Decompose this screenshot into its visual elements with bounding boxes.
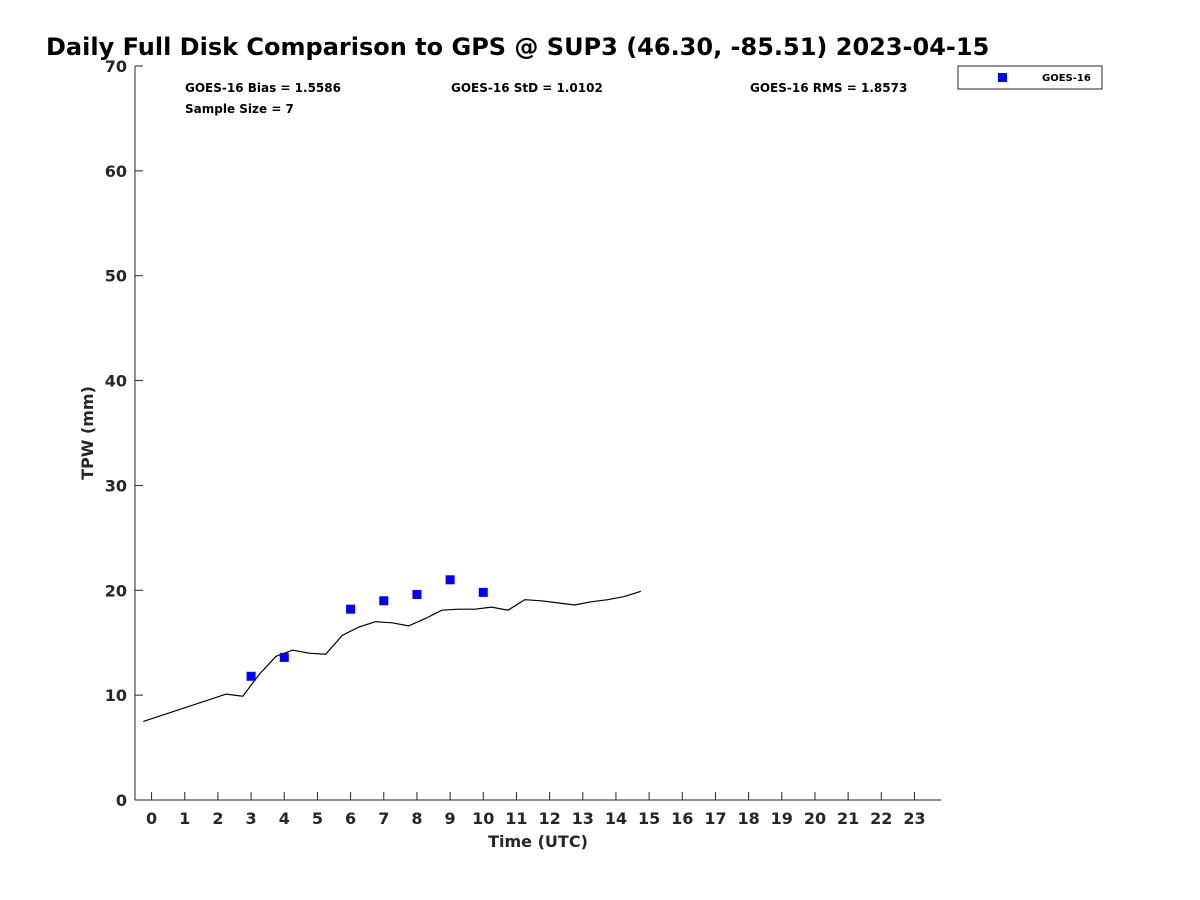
rms-stat: GOES-16 RMS = 1.8573 — [750, 81, 907, 95]
x-ticks: 0 1 2 3 4 5 6 7 8 9 10 11 12 13 14 15 16 17 18 19 20 21 22 23 — [146, 792, 926, 828]
x-tick-label: 5 — [312, 809, 323, 828]
goes16-point — [279, 652, 289, 662]
y-tick-label: 30 — [105, 476, 127, 495]
x-tick-label: 1 — [179, 809, 190, 828]
gps-tpw-line — [143, 590, 641, 722]
bias-stat: GOES-16 Bias = 1.5586 — [185, 81, 341, 95]
x-tick-label: 19 — [771, 809, 793, 828]
x-tick-label: 11 — [505, 809, 527, 828]
x-tick-label: 13 — [572, 809, 594, 828]
x-tick-label: 12 — [538, 809, 560, 828]
x-tick-label: 0 — [146, 809, 157, 828]
y-tick-label: 50 — [105, 267, 127, 286]
legend-box — [957, 65, 1103, 90]
x-tick-label: 22 — [870, 809, 892, 828]
x-tick-label: 17 — [704, 809, 726, 828]
goes16-point — [478, 587, 488, 597]
x-tick-label: 9 — [445, 809, 456, 828]
x-tick-label: 18 — [737, 809, 759, 828]
sample-size-stat: Sample Size = 7 — [185, 102, 294, 116]
x-tick-label: 4 — [279, 809, 290, 828]
y-tick-label: 10 — [105, 686, 127, 705]
chart-title: Daily Full Disk Comparison to GPS @ SUP3… — [46, 33, 989, 61]
y-tick-label: 70 — [105, 57, 127, 76]
y-tick-label: 40 — [105, 372, 127, 391]
y-tick-label: 0 — [116, 791, 127, 810]
std-stat: GOES-16 StD = 1.0102 — [451, 81, 603, 95]
x-tick-label: 16 — [671, 809, 693, 828]
y-tick-label: 20 — [105, 581, 127, 600]
x-axis-label: Time (UTC) — [488, 832, 588, 851]
y-axis-label: TPW (mm) — [78, 386, 97, 480]
x-tick-label: 15 — [638, 809, 660, 828]
goes16-point — [346, 604, 356, 614]
y-ticks: 0 10 20 30 40 50 60 70 — [105, 57, 143, 810]
goes16-point — [412, 589, 422, 599]
x-tick-label: 23 — [903, 809, 925, 828]
x-tick-label: 21 — [837, 809, 859, 828]
x-tick-label: 7 — [378, 809, 389, 828]
x-tick-label: 10 — [472, 809, 494, 828]
series-layer — [143, 575, 641, 722]
goes16-point — [379, 596, 389, 606]
x-tick-label: 2 — [212, 809, 223, 828]
x-tick-label: 14 — [605, 809, 627, 828]
x-tick-label: 3 — [246, 809, 257, 828]
x-tick-label: 6 — [345, 809, 356, 828]
x-tick-label: 8 — [411, 809, 422, 828]
y-tick-label: 60 — [105, 162, 127, 181]
legend-marker — [998, 73, 1007, 82]
goes16-point — [246, 671, 256, 681]
legend: GOES-16 — [957, 65, 1103, 90]
goes16-point — [445, 575, 455, 585]
legend-label: GOES-16 — [1042, 73, 1091, 84]
x-tick-label: 20 — [804, 809, 826, 828]
